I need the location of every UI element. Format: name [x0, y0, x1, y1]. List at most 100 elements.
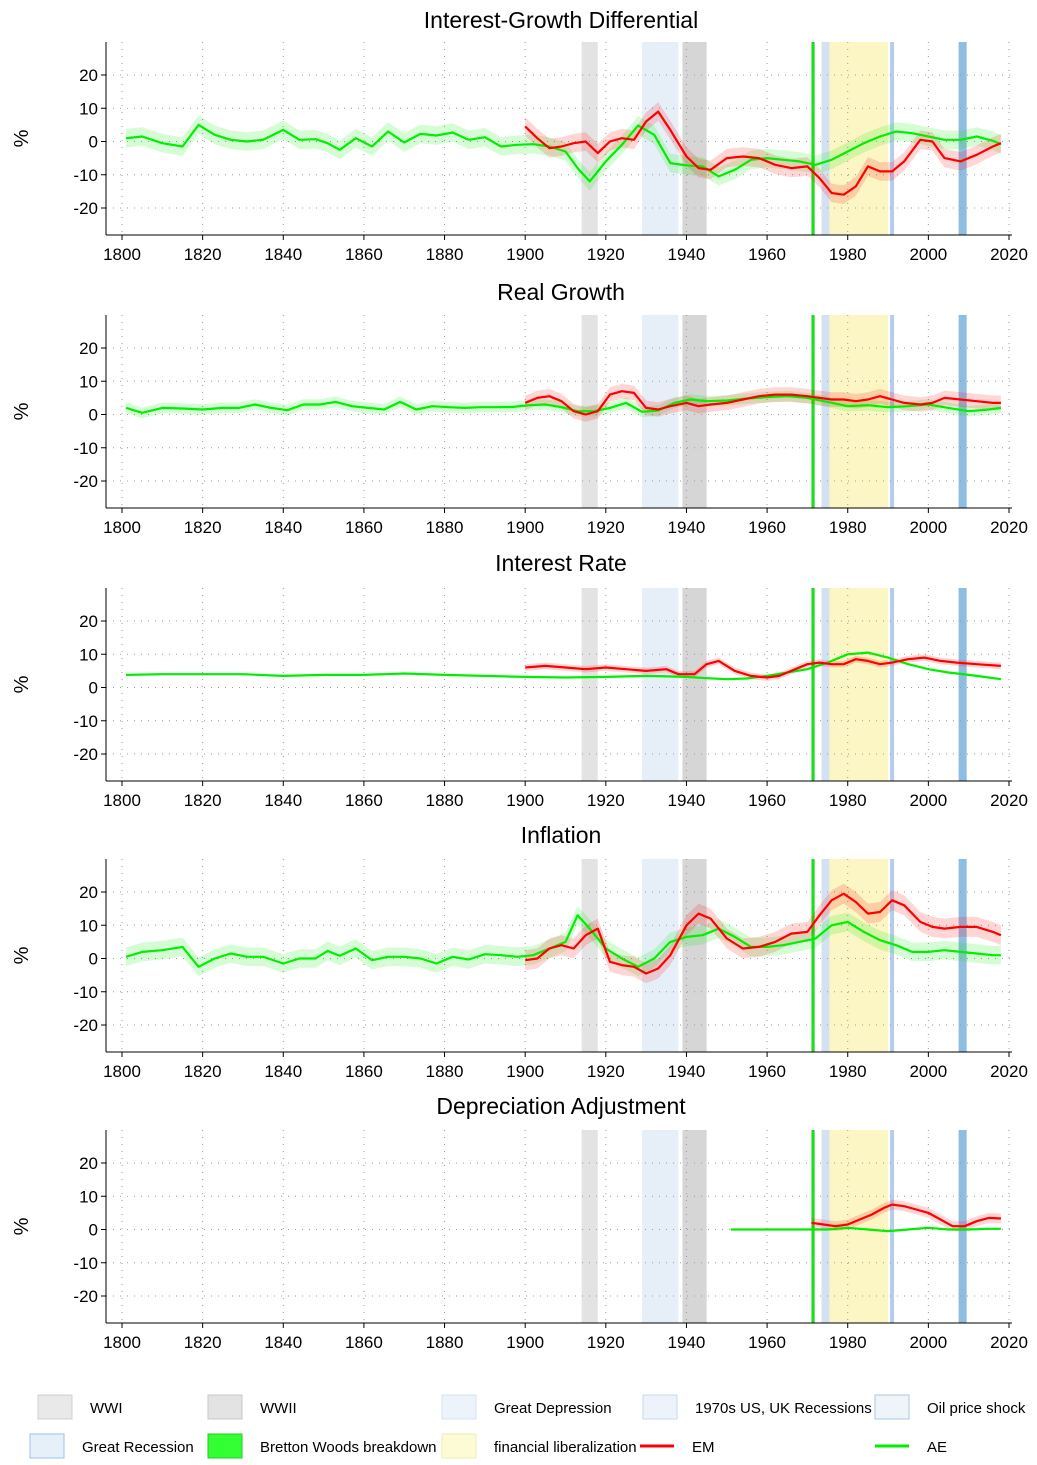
event-band: [581, 588, 598, 781]
event-band: [890, 42, 895, 235]
y-tick-label: 20: [79, 1154, 98, 1173]
event-band: [829, 42, 889, 235]
x-tick-label: 2020: [990, 791, 1028, 810]
event-band: [821, 859, 830, 1052]
y-tick-label: 0: [89, 1221, 98, 1240]
event-band: [682, 859, 707, 1052]
x-tick-label: 1940: [668, 518, 706, 537]
series-line-ae: [730, 1226, 1001, 1233]
event-band: [958, 588, 967, 781]
legend-swatch: [207, 1394, 243, 1420]
x-tick-label: 1940: [668, 1062, 706, 1081]
event-band: [821, 1130, 830, 1323]
event-band: [811, 315, 815, 508]
legend-item: WWII: [207, 1394, 297, 1420]
event-band: [581, 1130, 598, 1323]
event-band: [958, 859, 967, 1052]
legend-item: Great Recession: [29, 1433, 194, 1459]
x-tick-label: 1840: [264, 518, 302, 537]
y-axis-label: %: [11, 402, 33, 420]
confidence-band-ae: [126, 390, 1001, 419]
y-tick-label: -10: [73, 712, 98, 731]
x-tick-label: 1960: [748, 518, 786, 537]
event-band: [821, 42, 830, 235]
panel-5: Depreciation Adjustment 20 10 0 -10 -20 1800 18…: [11, 1093, 1028, 1352]
x-tick-label: 1800: [103, 1062, 141, 1081]
legend-label: Bretton Woods breakdown: [260, 1439, 437, 1456]
legend-label: financial liberalization: [494, 1439, 637, 1456]
panel-4: Inflation 20 10 0 -10 -20 1800 1820 1840 1860 1880…: [11, 822, 1028, 1081]
x-tick-label: 1860: [345, 791, 383, 810]
event-band: [821, 315, 830, 508]
x-tick-label: 1840: [264, 791, 302, 810]
legend-label: WWI: [90, 1400, 122, 1417]
event-band: [890, 315, 895, 508]
legend-item: 1970s US, UK Recessions: [642, 1394, 872, 1420]
x-tick-label: 1840: [264, 245, 302, 264]
x-tick-label: 1880: [426, 518, 464, 537]
x-tick-label: 1980: [829, 1062, 867, 1081]
series-line-ae: [125, 395, 1002, 414]
y-tick-label: 20: [79, 339, 98, 358]
legend-swatch: [441, 1394, 477, 1420]
x-tick-label: 2000: [909, 791, 947, 810]
y-tick-label: -10: [73, 1254, 98, 1273]
x-tick-label: 1960: [748, 1062, 786, 1081]
x-tick-label: 1880: [426, 791, 464, 810]
x-tick-label: 1960: [748, 245, 786, 264]
x-tick-label: 1860: [345, 245, 383, 264]
event-band: [581, 42, 598, 235]
legend-swatch: [642, 1394, 678, 1420]
series-line-em: [524, 110, 1002, 196]
x-tick-label: 1940: [668, 245, 706, 264]
x-tick-label: 1820: [184, 1333, 222, 1352]
event-band: [811, 588, 815, 781]
legend-item: Great Depression: [441, 1394, 612, 1420]
series-line-ae: [125, 914, 1001, 968]
y-tick-label: 10: [79, 645, 98, 664]
legend-label: Great Depression: [494, 1400, 612, 1417]
series-line-em: [525, 656, 1001, 679]
y-tick-label: -20: [73, 1016, 98, 1035]
legend-item: WWI: [37, 1394, 122, 1420]
y-axis-label: %: [11, 675, 33, 693]
y-tick-label: 0: [89, 679, 98, 698]
panel-title: Interest Rate: [495, 550, 627, 576]
panel-title: Interest-Growth Differential: [424, 7, 698, 33]
event-band: [581, 859, 598, 1052]
x-tick-label: 1980: [829, 791, 867, 810]
x-tick-label: 1840: [264, 1333, 302, 1352]
x-tick-label: 1920: [587, 1333, 625, 1352]
event-band: [642, 42, 679, 235]
y-axis-label: %: [11, 129, 33, 147]
legend-label: Oil price shock: [927, 1400, 1026, 1417]
x-tick-label: 1900: [506, 518, 544, 537]
x-tick-label: 1820: [184, 245, 222, 264]
x-tick-label: 1800: [103, 791, 141, 810]
x-tick-label: 2000: [909, 518, 947, 537]
legend-swatch: [29, 1433, 65, 1459]
y-axis-label: %: [11, 946, 33, 964]
legend-item: financial liberalization: [441, 1433, 637, 1459]
legend-label: WWII: [260, 1400, 297, 1417]
event-band: [682, 1130, 707, 1323]
event-band: [890, 859, 895, 1052]
x-tick-label: 1880: [426, 1062, 464, 1081]
event-band: [829, 315, 889, 508]
x-tick-label: 1920: [587, 791, 625, 810]
x-tick-label: 1840: [264, 1062, 302, 1081]
series-line-em: [524, 390, 1001, 416]
event-band: [642, 859, 679, 1052]
y-tick-label: 20: [79, 66, 98, 85]
y-tick-label: 10: [79, 372, 98, 391]
x-tick-label: 1940: [668, 1333, 706, 1352]
y-tick-label: 10: [79, 916, 98, 935]
legend-item: EM: [640, 1439, 715, 1456]
legend-swatch: [37, 1394, 73, 1420]
x-tick-label: 1920: [587, 245, 625, 264]
legend-swatch: [207, 1433, 243, 1459]
x-tick-label: 1980: [829, 1333, 867, 1352]
y-tick-label: 10: [79, 1187, 98, 1206]
x-tick-label: 1880: [426, 1333, 464, 1352]
